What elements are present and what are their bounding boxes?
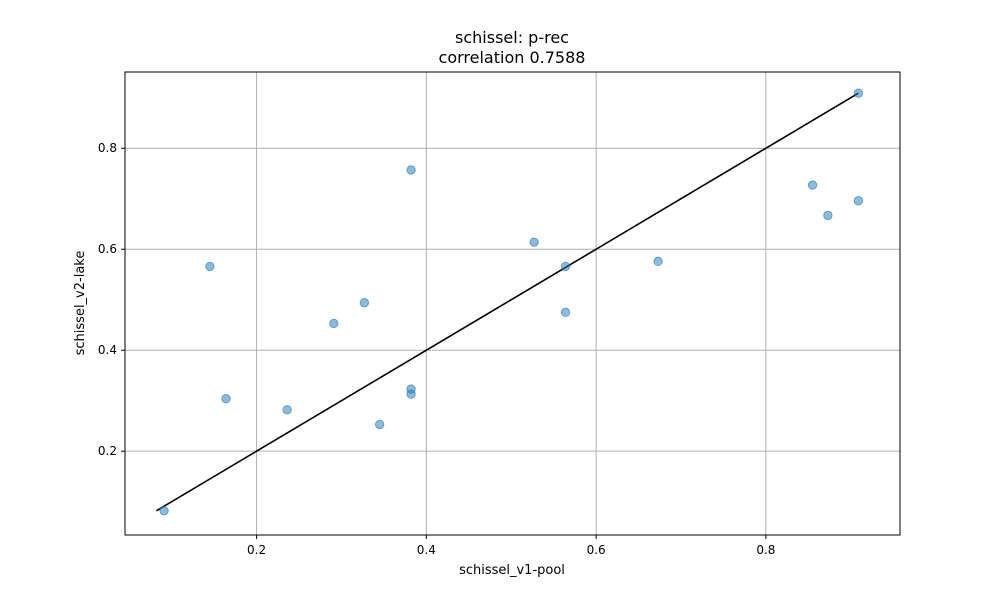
data-point bbox=[823, 210, 833, 221]
data-point bbox=[221, 393, 231, 404]
x-tick-label: 0.8 bbox=[756, 543, 775, 557]
y-tick-label: 0.2 bbox=[98, 444, 117, 458]
plot-frame bbox=[124, 71, 901, 536]
data-point bbox=[653, 256, 663, 267]
data-point bbox=[529, 237, 539, 247]
data-point bbox=[159, 506, 169, 516]
y-tick-label: 0.6 bbox=[98, 242, 117, 256]
x-tick-label: 0.2 bbox=[247, 543, 266, 557]
x-tick-label: 0.4 bbox=[417, 543, 436, 557]
y-tick-label: 0.4 bbox=[98, 343, 117, 357]
data-point bbox=[560, 261, 571, 272]
y-tick-label: 0.8 bbox=[98, 141, 117, 155]
data-point bbox=[853, 196, 864, 206]
data-point bbox=[406, 389, 416, 399]
x-ticks: 0.2 0.4 0.6 0.8 bbox=[247, 535, 775, 557]
regression-line bbox=[155, 92, 859, 512]
data-point bbox=[282, 405, 292, 415]
data-point bbox=[560, 307, 571, 318]
data-point bbox=[205, 261, 215, 272]
x-tick-label: 0.6 bbox=[587, 543, 606, 557]
data-point bbox=[853, 88, 864, 98]
points bbox=[159, 88, 864, 516]
data-point bbox=[329, 318, 339, 329]
grid bbox=[125, 72, 900, 535]
y-axis-label: schissel_v2-lake bbox=[73, 251, 88, 356]
data-point bbox=[359, 298, 370, 308]
data-point bbox=[406, 165, 416, 175]
y-ticks: 0.2 0.4 0.6 0.8 bbox=[98, 141, 125, 458]
data-point bbox=[374, 419, 385, 430]
fit-line-group bbox=[155, 92, 859, 512]
data-point bbox=[807, 180, 818, 190]
chart-subtitle: correlation 0.7588 bbox=[439, 48, 586, 67]
chart-title: schissel: p-rec bbox=[455, 28, 569, 47]
x-axis-label: schissel_v1-pool bbox=[459, 563, 565, 578]
